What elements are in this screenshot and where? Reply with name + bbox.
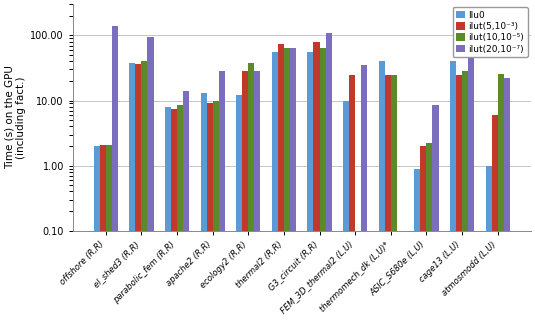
Bar (343, 100, 349, 320)
Bar (308, 52, 314, 320)
Bar (129, 63, 135, 320)
Bar (385, 75, 391, 320)
Bar (183, 91, 189, 320)
Bar (242, 71, 248, 320)
Bar (254, 71, 261, 320)
Bar (165, 107, 171, 320)
Bar (462, 71, 468, 320)
Bar (272, 52, 278, 320)
Bar (141, 61, 148, 320)
Bar (486, 165, 492, 320)
Bar (284, 48, 290, 320)
Bar (278, 44, 284, 320)
Bar (492, 115, 498, 320)
Bar (426, 143, 432, 320)
Bar (106, 145, 112, 320)
Bar (379, 61, 385, 320)
Bar (212, 100, 219, 320)
Bar (290, 48, 296, 320)
Bar (207, 103, 212, 320)
Bar (248, 63, 254, 320)
Bar (135, 64, 141, 320)
Bar (219, 71, 225, 320)
Bar (361, 65, 367, 320)
Bar (236, 95, 242, 320)
Bar (112, 26, 118, 320)
Bar (503, 78, 510, 320)
Bar (391, 75, 397, 320)
Bar (201, 93, 207, 320)
Legend: llu0, ilut(5,10⁻³), ilut(10,10⁻⁵), ilut(20,10⁻⁷): llu0, ilut(5,10⁻³), ilut(10,10⁻⁵), ilut(… (453, 7, 528, 57)
Bar (319, 48, 326, 320)
Bar (432, 105, 439, 320)
Bar (414, 169, 421, 320)
Bar (468, 28, 474, 320)
Bar (349, 75, 355, 320)
Bar (421, 146, 426, 320)
Bar (148, 37, 154, 320)
Bar (498, 74, 503, 320)
Bar (94, 146, 100, 320)
Bar (326, 33, 332, 320)
Bar (177, 105, 183, 320)
Bar (456, 75, 462, 320)
Y-axis label: Time (s) on the GPU
(including fact.): Time (s) on the GPU (including fact.) (4, 66, 26, 170)
Bar (450, 61, 456, 320)
Bar (314, 42, 319, 320)
Bar (100, 145, 106, 320)
Bar (171, 109, 177, 320)
